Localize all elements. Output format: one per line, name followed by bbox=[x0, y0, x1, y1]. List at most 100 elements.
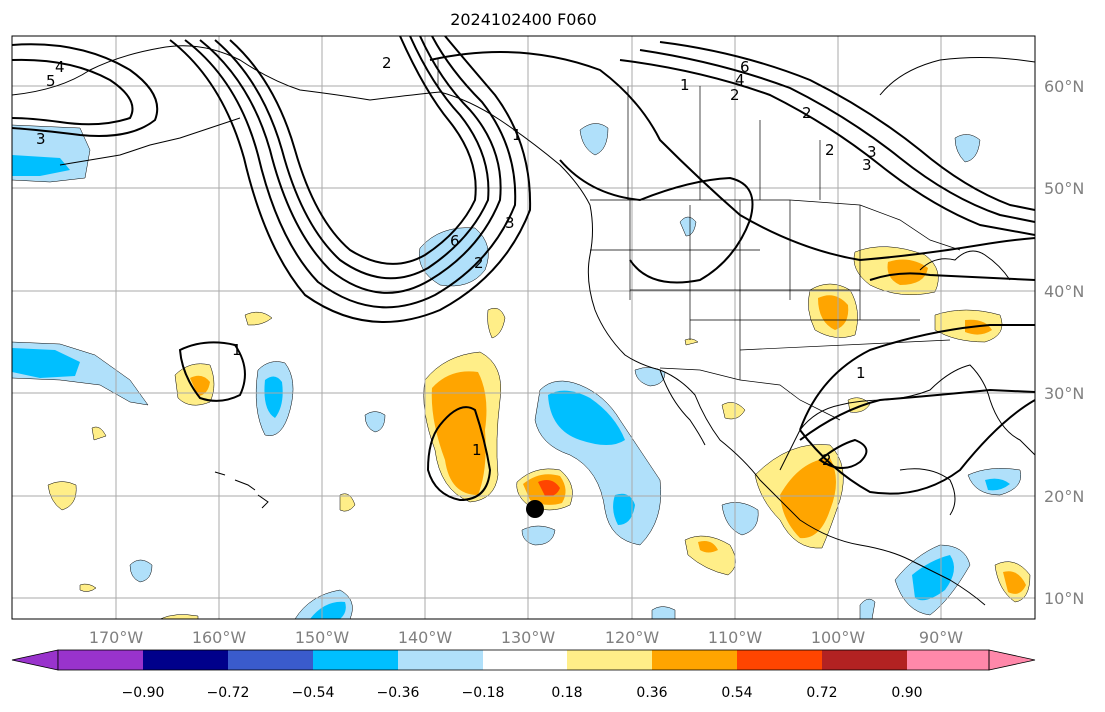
neg-core-central-south bbox=[613, 493, 635, 525]
pos-small-10 bbox=[684, 338, 699, 346]
colorbar-segment bbox=[313, 650, 398, 670]
pos-small-9 bbox=[79, 583, 97, 592]
gulf-coast bbox=[779, 364, 1035, 471]
contour-label: 1 bbox=[232, 341, 242, 359]
neg-small-1 bbox=[364, 411, 386, 433]
colorbar-segment bbox=[228, 650, 313, 670]
west-coast bbox=[587, 204, 986, 606]
contour-19 bbox=[869, 272, 1035, 281]
contour-label: 4 bbox=[735, 71, 745, 89]
pos-core-9 bbox=[1003, 571, 1026, 594]
colorbar bbox=[11, 649, 1036, 671]
contour-9 bbox=[619, 59, 1035, 236]
contour-label: 6 bbox=[450, 232, 460, 250]
colorbar-segment bbox=[58, 650, 143, 670]
hawaii-1 bbox=[214, 471, 226, 476]
pos-core-1 bbox=[431, 371, 487, 495]
contour-12 bbox=[559, 159, 754, 284]
shaded-field-positive bbox=[47, 246, 1031, 619]
contour-11 bbox=[659, 41, 1035, 211]
pos-small-3 bbox=[487, 308, 506, 339]
neg-core-west bbox=[12, 348, 80, 378]
neg-core-south bbox=[310, 601, 346, 619]
contour-label: 4 bbox=[55, 58, 65, 76]
alaska-coast bbox=[12, 45, 591, 206]
contour-label: 3 bbox=[862, 156, 872, 174]
contour-label: 2 bbox=[822, 451, 832, 469]
neg-small-3 bbox=[521, 525, 556, 546]
colorbar-segment bbox=[822, 650, 907, 670]
map-border bbox=[11, 35, 1036, 620]
colorbar-extend-low bbox=[11, 649, 59, 671]
contour-label: 6 bbox=[740, 58, 750, 76]
us-canada-border bbox=[590, 199, 961, 251]
lat-label-30n: 30°N bbox=[1044, 384, 1085, 403]
yucatan bbox=[899, 468, 956, 516]
neg-small-5 bbox=[721, 502, 759, 536]
colorbar-frame bbox=[57, 649, 990, 671]
contours bbox=[12, 36, 1035, 502]
pos-small-6 bbox=[721, 402, 746, 420]
lat-label-60n: 60°N bbox=[1044, 77, 1085, 96]
colorbar-tick: 0.54 bbox=[721, 685, 753, 701]
lon-label-140w: 140°W bbox=[397, 628, 453, 647]
contour-label: 1 bbox=[680, 76, 690, 94]
political-borders bbox=[437, 58, 961, 421]
graticule bbox=[12, 36, 1035, 619]
lat-label-20n: 20°N bbox=[1044, 487, 1085, 506]
colorbar-tick: 0.36 bbox=[636, 685, 668, 701]
lat-label-40n: 40°N bbox=[1044, 282, 1085, 301]
contour-label: 3 bbox=[505, 214, 515, 232]
aleutians bbox=[59, 117, 241, 166]
contour-label: 2 bbox=[382, 54, 392, 72]
neg-core-northwest bbox=[12, 155, 70, 176]
colorbar-tick: −0.72 bbox=[206, 685, 250, 701]
pos-core-8 bbox=[698, 541, 718, 553]
contour-6 bbox=[184, 36, 517, 309]
canada-provinces bbox=[627, 86, 821, 200]
hudson-area bbox=[879, 57, 1035, 96]
colorbar-tick: −0.90 bbox=[121, 685, 165, 701]
colorbar-segment bbox=[483, 650, 567, 670]
colorbar-extend-high bbox=[988, 649, 1036, 671]
colorbar-segment bbox=[143, 650, 228, 670]
contour-label: 2 bbox=[474, 254, 484, 272]
pos-area-8 bbox=[684, 535, 736, 576]
neg-core-central-america bbox=[912, 555, 954, 601]
lon-label-100w: 100°W bbox=[810, 628, 866, 647]
contour-15 bbox=[799, 388, 1035, 441]
neg-small-6 bbox=[679, 216, 697, 237]
colorbar-segment bbox=[567, 650, 652, 670]
lon-label-150w: 150°W bbox=[294, 628, 350, 647]
neg-small-7 bbox=[651, 606, 676, 619]
contour-label: 5 bbox=[46, 72, 56, 90]
shaded-field-negative bbox=[12, 123, 1022, 619]
pos-core-5 bbox=[965, 319, 992, 335]
colorbar-segment bbox=[652, 650, 737, 670]
lon-label-160w: 160°W bbox=[191, 628, 247, 647]
contour-label: 2 bbox=[730, 86, 740, 104]
contour-label: 3 bbox=[36, 130, 46, 148]
lat-label-50n: 50°N bbox=[1044, 179, 1085, 198]
neg-area-canada bbox=[579, 123, 609, 156]
contour-1 bbox=[12, 43, 159, 137]
lat-label-10n: 10°N bbox=[1044, 589, 1085, 608]
colorbar-segment bbox=[907, 650, 989, 670]
contour-label: 1 bbox=[512, 126, 522, 144]
colorbar-tick: 0.18 bbox=[551, 685, 583, 701]
state-lines-2 bbox=[590, 249, 951, 351]
neg-area-east bbox=[954, 134, 981, 163]
contour-4 bbox=[214, 36, 490, 280]
pos-core-4 bbox=[887, 259, 928, 285]
colorbar-tick: −0.36 bbox=[376, 685, 420, 701]
colorbar-tick: 0.90 bbox=[891, 685, 923, 701]
contour-8 bbox=[429, 51, 1035, 262]
contour-10 bbox=[639, 49, 1035, 223]
pos-core-6 bbox=[780, 458, 836, 539]
contour-14 bbox=[426, 406, 492, 502]
coastlines bbox=[12, 45, 1035, 606]
hawaii-3 bbox=[257, 494, 269, 509]
colorbar-tick: −0.54 bbox=[291, 685, 335, 701]
contour-16 bbox=[799, 324, 1035, 431]
